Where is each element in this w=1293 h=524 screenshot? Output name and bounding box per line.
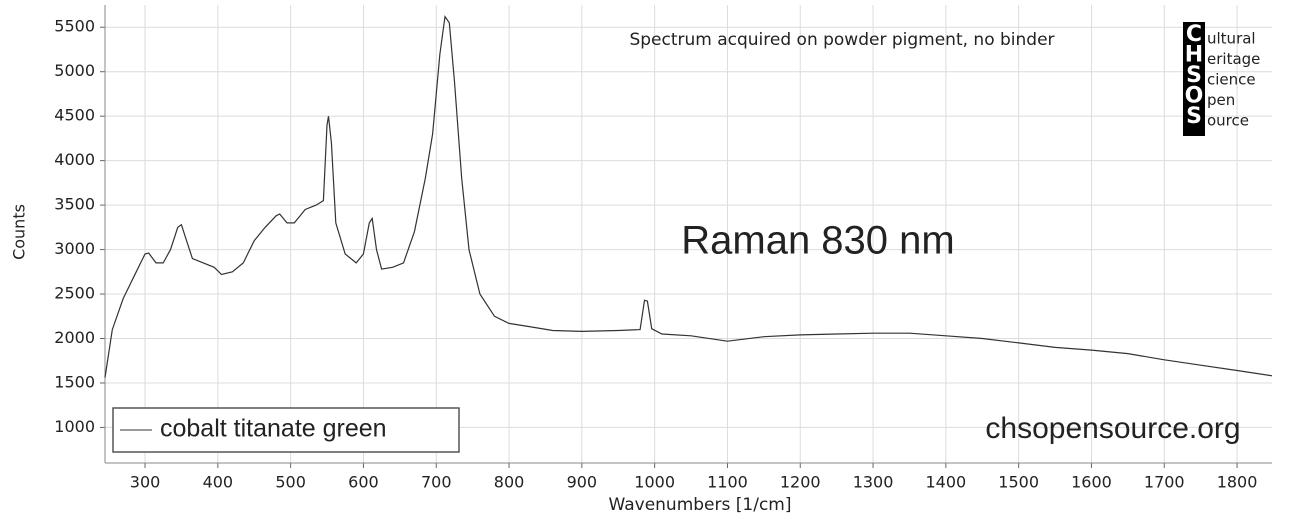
x-tick-label: 1300 [853, 473, 894, 492]
x-tick-label: 400 [203, 473, 234, 492]
logo-word: eritage [1207, 50, 1260, 68]
website: chsopensource.org [985, 412, 1240, 445]
x-tick-label: 1100 [707, 473, 748, 492]
y-tick-label: 3500 [54, 195, 95, 214]
y-tick-label: 1000 [54, 417, 95, 436]
x-tick-label: 500 [275, 473, 306, 492]
logo-letter: H [1185, 43, 1203, 68]
y-tick-label: 4500 [54, 106, 95, 125]
legend-label: cobalt titanate green [160, 415, 387, 443]
legend [112, 407, 460, 453]
annotation: Raman 830 nm [681, 219, 954, 263]
y-tick-label: 2500 [54, 284, 95, 303]
logo-word: ource [1207, 112, 1249, 130]
x-tick-label: 600 [348, 473, 379, 492]
logo-letter: C [1186, 22, 1202, 47]
logo-word: cience [1207, 71, 1256, 89]
logo-letter: O [1185, 84, 1204, 109]
logo-letter: S [1186, 63, 1202, 88]
y-tick-label: 5000 [54, 61, 95, 80]
y-tick-label: 4000 [54, 150, 95, 169]
x-tick-label: 700 [421, 473, 452, 492]
x-tick-label: 800 [494, 473, 525, 492]
y-tick-label: 3000 [54, 239, 95, 258]
y-axis-label: Counts [10, 204, 29, 260]
plot [104, 14, 1273, 378]
x-tick-label: 1500 [998, 473, 1039, 492]
logo-bar [1183, 22, 1205, 136]
x-axis-label: Wavenumbers [1/cm] [609, 495, 792, 515]
grid [100, 5, 1272, 468]
spectrum-line [104, 14, 1273, 378]
logo-word: ultural [1207, 30, 1256, 48]
y-tick-label: 2000 [54, 328, 95, 347]
y-tick-label: 1500 [54, 372, 95, 391]
x-tick-label: 1200 [780, 473, 821, 492]
x-tick-label: 1600 [1071, 473, 1112, 492]
logo-word: pen [1207, 91, 1235, 109]
x-tick-label: 900 [567, 473, 598, 492]
x-tick-label: 1000 [634, 473, 675, 492]
x-tick-label: 1400 [925, 473, 966, 492]
y-tick-label: 5500 [54, 17, 95, 36]
x-tick-label: 300 [130, 473, 161, 492]
subtitle: Spectrum acquired on powder pigment, no … [629, 30, 1054, 50]
x-tick-label: 1700 [1144, 473, 1185, 492]
x-tick-label: 1800 [1217, 473, 1258, 492]
logo-letter: S [1186, 104, 1202, 129]
